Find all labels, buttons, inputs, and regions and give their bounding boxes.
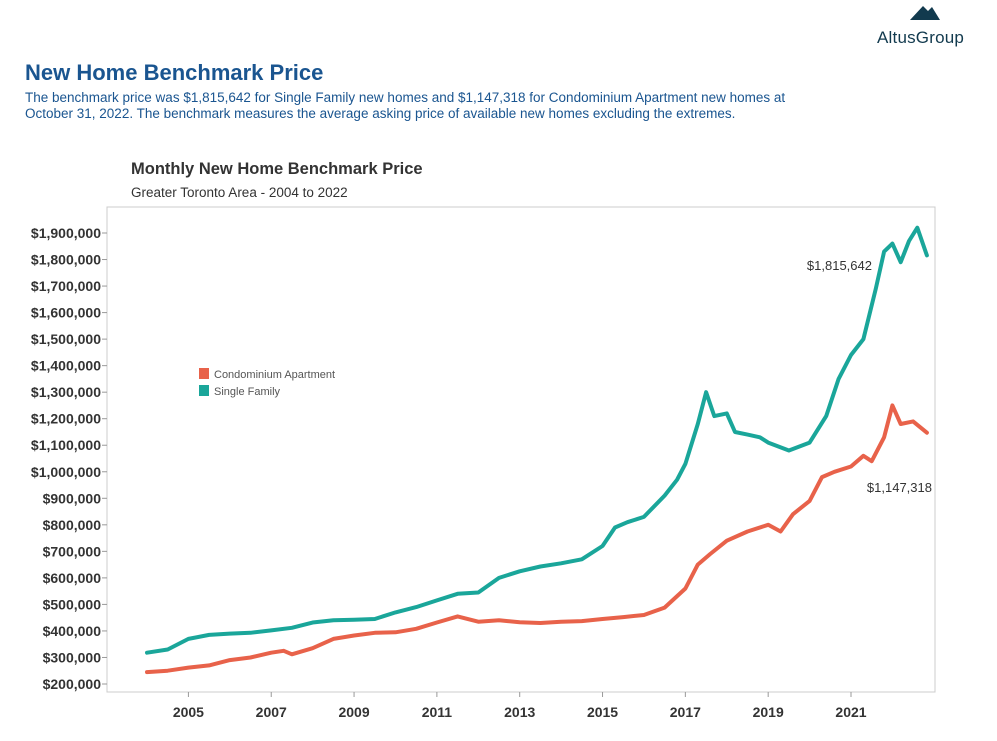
y-tick-label: $200,000 [43,676,102,692]
legend-swatch [199,368,209,379]
x-tick-label: 2011 [422,704,453,720]
altus-group-logo: AltusGroup [877,2,987,48]
y-tick-label: $1,000,000 [31,464,101,480]
y-tick-label: $600,000 [43,570,102,586]
legend-swatch [199,385,209,396]
legend-label: Single Family [214,386,281,398]
plot-area-frame [106,206,936,693]
legend-label: Condominium Apartment [214,369,335,381]
y-tick-label: $1,400,000 [31,358,101,374]
chart-subtitle: Greater Toronto Area - 2004 to 2022 [131,185,348,200]
x-tick-label: 2009 [338,704,369,720]
x-tick-label: 2021 [835,704,866,720]
x-tick-label: 2015 [587,704,618,720]
y-tick-label: $1,200,000 [31,411,101,427]
mountain-logo-icon [910,6,940,20]
y-tick-label: $900,000 [43,490,102,506]
y-tick-label: $1,700,000 [31,278,101,294]
page-title: New Home Benchmark Price [25,60,324,85]
y-tick-label: $700,000 [43,543,102,559]
y-tick-label: $1,800,000 [31,252,101,268]
x-tick-label: 2019 [753,704,784,720]
series-line-single-family [145,225,929,655]
y-tick-label: $1,100,000 [31,437,101,453]
series-line-condominium-apartment [145,403,929,675]
y-tick-label: $300,000 [43,649,102,665]
y-tick-label: $1,900,000 [31,225,101,241]
x-tick-label: 2005 [173,704,204,720]
y-tick-label: $400,000 [43,623,102,639]
y-tick-label: $1,500,000 [31,331,101,347]
data-label: $1,815,642 [807,258,872,273]
chart-title: Monthly New Home Benchmark Price [131,160,423,178]
x-tick-label: 2007 [256,704,287,720]
y-tick-label: $1,600,000 [31,305,101,321]
y-tick-label: $800,000 [43,517,102,533]
page-description: The benchmark price was $1,815,642 for S… [25,90,786,121]
y-tick-label: $1,300,000 [31,384,101,400]
logo-text: AltusGroup [877,28,965,47]
y-tick-label: $500,000 [43,596,102,612]
data-label: $1,147,318 [867,480,932,495]
x-tick-label: 2013 [504,704,535,720]
x-tick-label: 2017 [670,704,701,720]
